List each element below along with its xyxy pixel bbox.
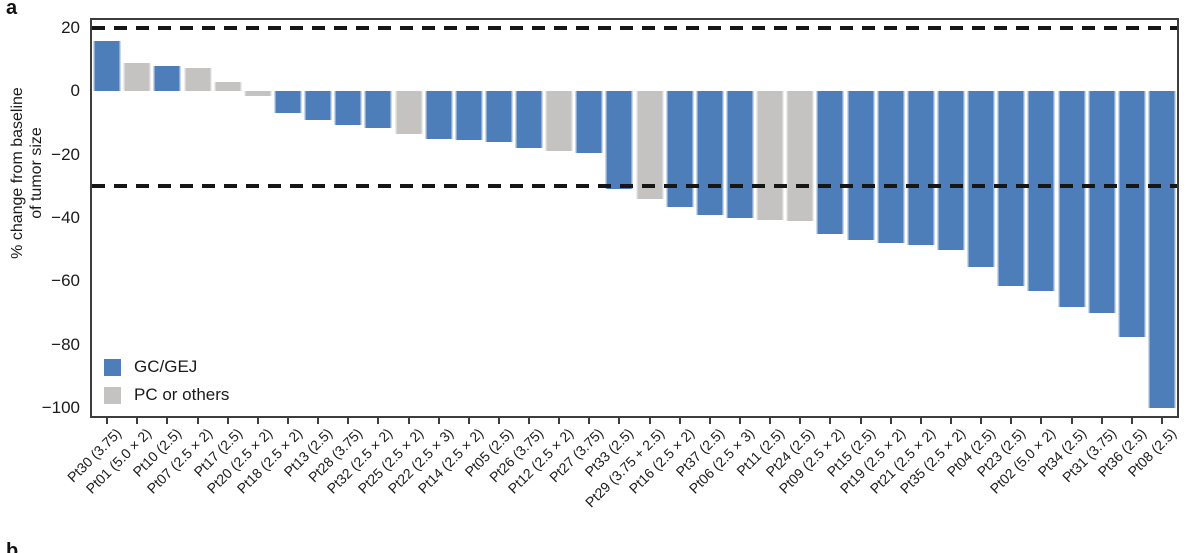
bar-Pt24 — [786, 91, 815, 222]
bar-Pt34 — [1057, 91, 1086, 307]
bar-Pt29 — [635, 91, 664, 199]
legend-swatch-pc-others — [104, 387, 121, 404]
x-tick — [708, 418, 711, 424]
x-tick — [317, 418, 319, 424]
x-tick — [648, 418, 651, 424]
bar-Pt31 — [1087, 91, 1116, 314]
x-tick — [467, 418, 470, 424]
x-tick — [1040, 418, 1043, 424]
bar-Pt13 — [304, 91, 332, 120]
bar-Pt09 — [816, 91, 845, 234]
y-tick-label: −60 — [51, 271, 80, 291]
bar-Pt17 — [213, 81, 242, 92]
x-tick — [377, 418, 380, 424]
legend-label-gc-gej: GC/GEJ — [134, 357, 198, 376]
bar-Pt18 — [273, 91, 302, 114]
x-tick — [136, 418, 139, 424]
bar-Pt22 — [424, 91, 453, 139]
x-tick — [196, 418, 199, 424]
x-tick — [739, 418, 741, 424]
plot-area: GC/GEJ PC or others — [90, 18, 1179, 418]
x-tick — [106, 418, 109, 424]
bar-Pt36 — [1117, 91, 1146, 337]
bar-Pt25 — [394, 91, 423, 135]
bar-Pt37 — [695, 91, 724, 215]
x-tick — [829, 418, 832, 424]
panel-label-a: a — [6, 0, 18, 19]
bar-Pt21 — [906, 91, 935, 245]
x-tick — [437, 418, 440, 424]
x-tick — [588, 418, 591, 424]
x-tick — [558, 418, 561, 424]
x-tick — [1010, 418, 1013, 424]
x-tick — [407, 418, 410, 424]
y-tick-label: 0 — [70, 81, 80, 101]
y-tick-label: −100 — [41, 398, 80, 418]
reference-line-20 — [92, 25, 1177, 30]
bar-Pt26 — [515, 91, 543, 149]
bar-Pt30 — [93, 40, 122, 92]
bar-Pt08 — [1147, 91, 1176, 409]
bar-Pt05 — [484, 91, 513, 142]
bar-Pt33 — [605, 91, 634, 190]
bar-Pt04 — [967, 91, 996, 268]
x-tick — [618, 418, 621, 424]
x-tick — [889, 418, 892, 424]
x-tick — [950, 418, 952, 424]
x-tick — [347, 418, 350, 424]
panel-label-b: b — [6, 540, 19, 553]
x-tick — [256, 418, 259, 424]
x-tick — [286, 418, 289, 424]
x-tick — [919, 418, 922, 424]
bar-Pt14 — [454, 91, 483, 141]
bar-Pt07 — [183, 67, 212, 92]
x-tick — [859, 418, 862, 424]
x-tick — [1100, 418, 1103, 424]
x-tick — [166, 418, 169, 424]
bar-Pt19 — [876, 91, 905, 244]
y-tick-label: −40 — [51, 208, 80, 227]
bar-Pt32 — [364, 91, 393, 128]
y-tick-label: −80 — [51, 334, 80, 354]
bar-Pt23 — [997, 91, 1026, 287]
x-tick — [980, 418, 983, 424]
x-tick — [799, 418, 802, 424]
x-tick — [226, 418, 229, 424]
x-tick — [1070, 418, 1073, 424]
x-tick — [497, 418, 500, 424]
bar-Pt11 — [756, 91, 785, 220]
legend-label-pc-others: PC or others — [134, 385, 230, 404]
bar-Pt15 — [846, 91, 875, 241]
bar-Pt10 — [153, 65, 182, 92]
bar-Pt16 — [665, 91, 694, 207]
bar-Pt02 — [1027, 91, 1056, 291]
x-tick — [1160, 418, 1163, 424]
bar-Pt06 — [726, 91, 754, 218]
bar-Pt28 — [334, 91, 363, 125]
x-tick — [678, 418, 681, 424]
bar-Pt01 — [123, 62, 152, 92]
bar-Pt35 — [937, 91, 965, 250]
bar-Pt12 — [545, 91, 574, 152]
legend-swatch-gc-gej — [104, 359, 121, 376]
x-tick — [1130, 418, 1133, 424]
y-tick-label: 20 — [61, 17, 80, 37]
x-tick — [528, 418, 530, 424]
x-tick — [769, 418, 772, 424]
bar-Pt20 — [243, 91, 272, 97]
bar-Pt27 — [575, 91, 604, 154]
reference-line--30 — [92, 184, 1177, 189]
y-tick-label: −20 — [51, 144, 80, 164]
